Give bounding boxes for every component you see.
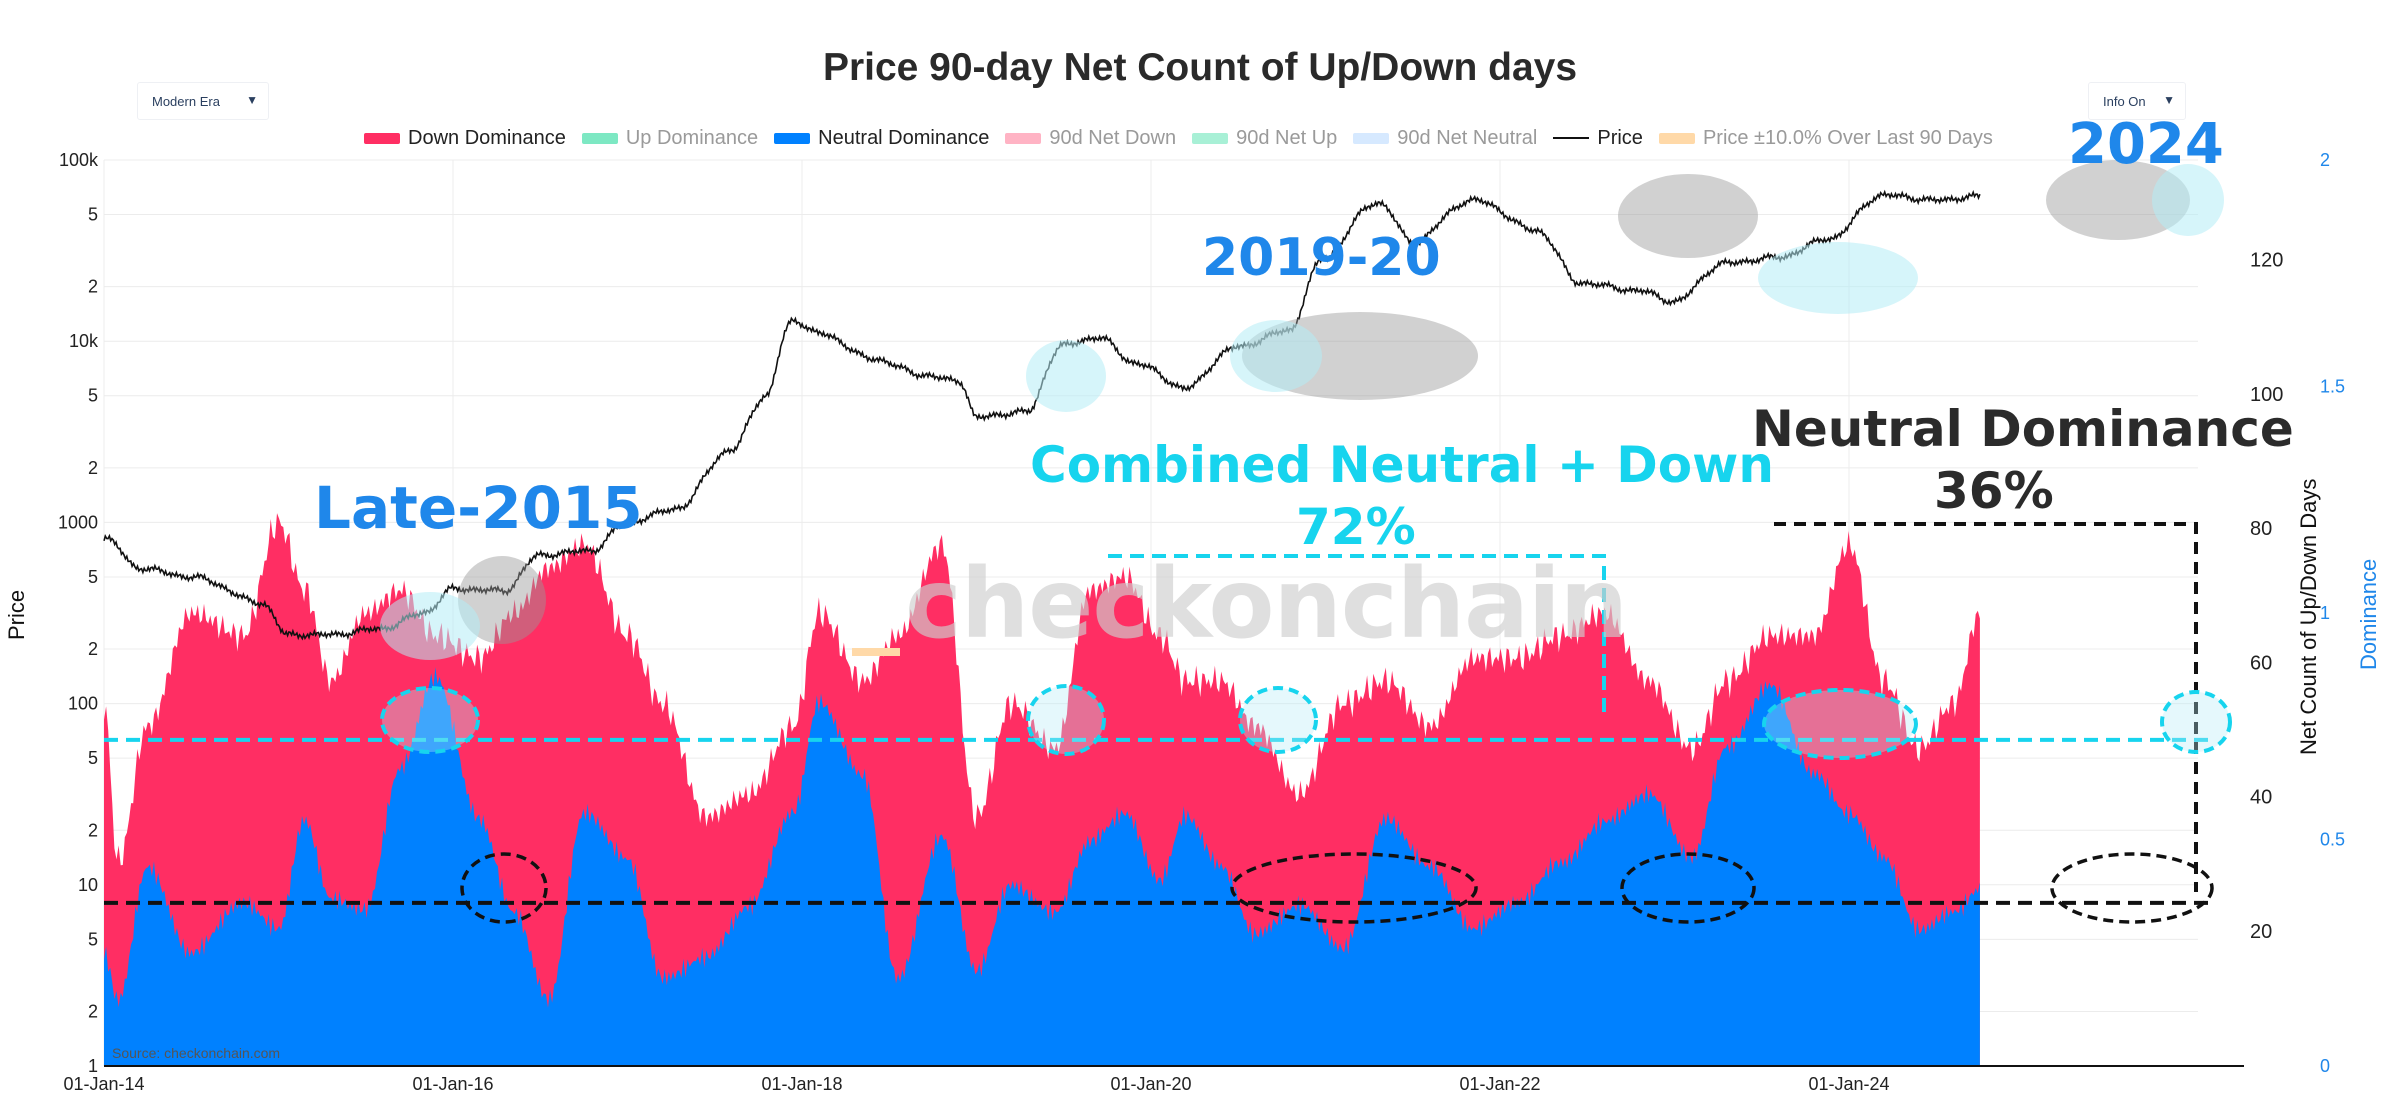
y-right1-tick-label: 40 — [2250, 787, 2272, 809]
price-band-marker — [852, 648, 900, 656]
price-low-ellipse — [1230, 320, 1322, 392]
chart-title: Price 90-day Net Count of Up/Down days — [822, 46, 1578, 89]
x-tick-label: 01-Jan-18 — [761, 1074, 842, 1094]
y-left-tick-label: 5 — [88, 929, 98, 949]
price-highlight-ellipse — [458, 556, 546, 644]
y-left-tick-label: 2 — [88, 458, 98, 478]
dominance-highlight-ellipse — [2160, 690, 2232, 754]
legend-label: Up Dominance — [625, 126, 759, 149]
chevron-down-icon: ▼ — [246, 93, 258, 107]
y-right1-tick-label: 20 — [2250, 921, 2272, 943]
price-highlight-ellipse — [2046, 160, 2190, 240]
legend-swatch — [1005, 132, 1042, 144]
legend-item[interactable]: Neutral Dominance — [774, 127, 989, 150]
source-note: Source: checkonchain.com — [112, 1045, 281, 1061]
x-tick-label: 01-Jan-22 — [1459, 1074, 1540, 1094]
y-left-tick-label: 2 — [88, 820, 98, 840]
y-left-tick-label: 2 — [88, 1001, 98, 1021]
legend-swatch — [364, 132, 400, 144]
y-right2-title: Dominance — [2356, 558, 2381, 670]
legend-label: Price — [1597, 126, 1643, 149]
annotation-2019-20: 2019-20 — [1202, 228, 1441, 288]
annotation-combined-value: 72% — [1296, 498, 1416, 556]
price-low-ellipse — [1026, 340, 1106, 412]
legend-label: 90d Net Down — [1049, 126, 1177, 149]
y-left-tick-label: 1000 — [58, 512, 98, 532]
y-left-tick-label: 100k — [59, 150, 99, 170]
dominance-highlight-ellipse — [1762, 688, 1918, 760]
y-right1-title: Net Count of Up/Down Days — [2296, 478, 2321, 755]
annotation-neutral-title: Neutral Dominance — [1752, 400, 2294, 458]
legend-item[interactable]: Up Dominance — [581, 126, 759, 150]
y-left-tick-label: 5 — [88, 567, 98, 587]
legend-item[interactable]: Down Dominance — [364, 127, 566, 150]
y-left-tick-label: 2 — [88, 639, 98, 659]
y-right2-tick-label: 2 — [2320, 150, 2330, 170]
neutral-highlight-ellipse — [1230, 852, 1478, 924]
legend-swatch — [1658, 132, 1695, 144]
y-left-tick-label: 5 — [88, 205, 98, 225]
y-left-tick-label: 10 — [78, 875, 98, 895]
combined-connector — [1108, 554, 1606, 716]
y-right1-tick-label: 100 — [2250, 384, 2283, 406]
dominance-highlight-ellipse — [380, 686, 480, 754]
x-tick-label: 01-Jan-20 — [1110, 1074, 1191, 1094]
y-left-tick-label: 1 — [88, 1056, 98, 1076]
y-left-tick-label: 10k — [69, 331, 99, 351]
y-right2-tick-label: 0.5 — [2320, 830, 2345, 850]
y-left-tick-label: 100 — [68, 694, 98, 714]
era-dropdown-label: Modern Era — [152, 94, 220, 109]
info-dropdown-label: Info On — [2103, 94, 2146, 109]
legend-swatch — [581, 132, 618, 144]
x-tick-label: 01-Jan-14 — [63, 1074, 144, 1094]
info-dropdown[interactable]: Info On ▼ — [2088, 82, 2186, 120]
legend-label: Down Dominance — [408, 126, 566, 149]
legend-label: 90d Net Up — [1236, 126, 1338, 149]
x-tick-label: 01-Jan-24 — [1808, 1074, 1889, 1094]
legend-swatch — [1553, 137, 1590, 139]
y-left-tick-label: 5 — [88, 748, 98, 768]
neutral-highlight-ellipse — [1620, 852, 1756, 924]
dominance-highlight-ellipse — [1238, 686, 1318, 754]
watermark: checkonchain — [905, 548, 1628, 660]
price-highlight-ellipse — [1618, 174, 1758, 258]
chevron-down-icon: ▼ — [2163, 93, 2175, 107]
legend-item[interactable]: 90d Net Up — [1192, 127, 1337, 150]
price-low-ellipse — [380, 592, 480, 660]
annotation-late-2015: Late-2015 — [314, 474, 643, 542]
legend-label: Price ±10.0% Over Last 90 Days — [1702, 126, 1993, 149]
price-low-ellipse — [1758, 242, 1918, 314]
neutral-dominance-area — [104, 667, 1980, 1066]
y-left-title: Price — [4, 589, 29, 640]
price-low-ellipse — [2152, 164, 2224, 236]
legend-label: 90d Net Neutral — [1397, 126, 1538, 149]
y-right1-tick-label: 60 — [2250, 652, 2272, 674]
era-dropdown[interactable]: Modern Era ▼ — [137, 82, 269, 120]
neutral-highlight-ellipse — [2050, 852, 2214, 924]
y-left-tick-label: 5 — [88, 386, 98, 406]
neutral-connector — [1774, 522, 2198, 892]
y-right2-tick-label: 0 — [2320, 1056, 2330, 1076]
legend-item[interactable]: Price — [1553, 127, 1643, 150]
y-right2-tick-label: 1.5 — [2320, 377, 2345, 397]
y-right1-tick-label: 80 — [2250, 518, 2272, 540]
annotation-2024: 2024 — [2068, 112, 2224, 177]
annotation-neutral-value: 36% — [1934, 462, 2054, 520]
neutral-highlight-ellipse — [460, 852, 548, 924]
legend-item[interactable]: Price ±10.0% Over Last 90 Days — [1658, 126, 1993, 150]
dominance-highlight-ellipse — [1026, 684, 1106, 756]
x-tick-label: 01-Jan-16 — [412, 1074, 493, 1094]
y-left-tick-label: 2 — [88, 277, 98, 297]
legend-swatch — [774, 132, 811, 144]
legend-item[interactable]: 90d Net Down — [1005, 127, 1176, 150]
legend-item[interactable]: 90d Net Neutral — [1353, 127, 1537, 150]
y-right1-tick-label: 120 — [2250, 250, 2283, 272]
y-right2-tick-label: 1 — [2320, 603, 2330, 623]
annotation-combined-title: Combined Neutral + Down — [1030, 436, 1774, 494]
legend-swatch — [1192, 132, 1229, 144]
legend-swatch — [1353, 132, 1390, 144]
legend-label: Neutral Dominance — [818, 126, 990, 149]
legend: Down Dominance Up Dominance Neutral Domina… — [364, 124, 2009, 152]
